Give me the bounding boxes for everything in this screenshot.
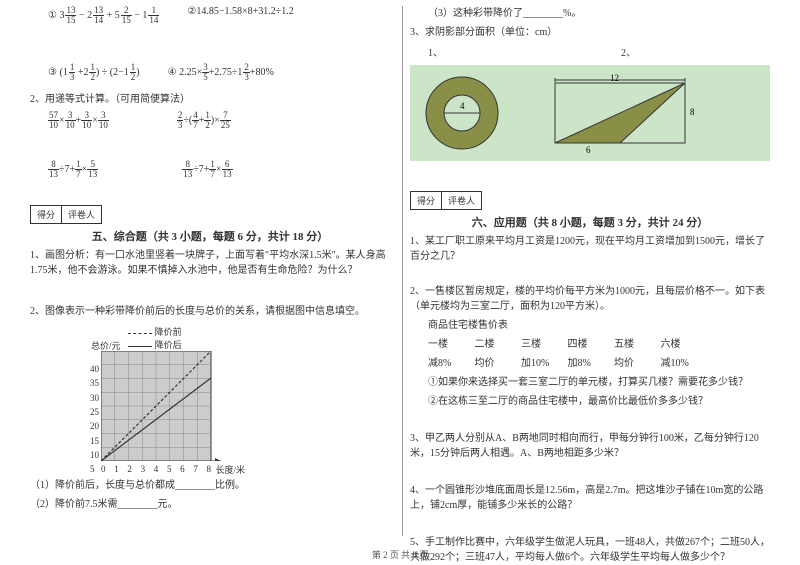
chart-svg <box>101 351 221 461</box>
ylabel: 总价/元 <box>91 339 121 352</box>
th: 一楼 <box>428 337 472 352</box>
ytick: 25 <box>90 407 99 417</box>
circ-2: ② <box>187 6 196 17</box>
score-cell: 得分 <box>411 192 442 209</box>
score-box-right: 得分 评卷人 <box>410 191 482 210</box>
xtick: 7 <box>193 464 198 474</box>
triangle-figure: 12 8 6 <box>550 73 700 153</box>
h-label: 8 <box>690 107 695 117</box>
q1d: ④ 2.25×35+2.75÷123+80% <box>168 63 274 82</box>
xtick: 1 <box>114 464 119 474</box>
xtick: 4 <box>154 464 159 474</box>
xtick: 5 <box>167 464 172 474</box>
q1b-text: 14.85−1.58×8+31.2÷1.2 <box>196 6 293 17</box>
circ-3: ③ <box>48 67 57 78</box>
q1c: ③ (113 +212) ÷ (2−112) <box>30 63 140 82</box>
ytick: 5 <box>90 464 99 474</box>
th: 五楼 <box>614 337 658 352</box>
figures-panel: 4 12 8 6 <box>410 65 770 161</box>
q1a: ① 31315 − 21314 + 5215 − 1114 <box>30 6 159 25</box>
section-5-title: 五、综合题（共 3 小题，每题 6 分，共计 18 分） <box>30 228 390 244</box>
xtick: 0 <box>101 464 106 474</box>
score-cell: 得分 <box>31 206 62 223</box>
fig2-label: 2、 <box>621 44 636 59</box>
ytick: 20 <box>90 421 99 431</box>
a2-q2: ②在这栋三至二厅的商品住宅楼中，最高价比最低价多多少钱？ <box>410 394 770 409</box>
ytick: 10 <box>90 450 99 460</box>
score-box-left: 得分 评卷人 <box>30 205 102 224</box>
p5-1: 1、画图分析：有一口水池里竖着一块牌子，上面写着"平均水深1.5米"。某人身高1… <box>30 248 390 278</box>
xtick: 2 <box>127 464 132 474</box>
th: 二楼 <box>475 337 519 352</box>
page-footer: 第 2 页 共 4 页 <box>0 548 800 561</box>
ytick: 15 <box>90 436 99 446</box>
th: 四楼 <box>568 337 612 352</box>
a2-q1: ①如果你来选择买一套三室二厅的单元楼，打算买几楼？需要花多少钱？ <box>410 375 770 390</box>
q2b: 23÷(47+12)×725 <box>177 111 231 130</box>
top-label: 12 <box>610 73 619 83</box>
td: 加10% <box>521 356 565 371</box>
a1: 1、某工厂职工原来平均月工资是1200元，现在平均月工资增加到1500元，增长了… <box>410 234 770 264</box>
circ-1: ① <box>48 10 57 21</box>
p3-title: 3、求阴影部分面积（单位：cm） <box>410 25 770 40</box>
td: 均价 <box>614 356 658 371</box>
p52-1: （1）降价前后，长度与总价都成________比例。 <box>30 478 390 493</box>
a4: 4、一个圆锥形沙堆底面周长是12.56m，高是2.7m。把这堆沙子铺在10m宽的… <box>410 483 770 513</box>
q2c: 813÷7+17×513 <box>48 160 98 179</box>
a2-intro: 2、一售楼区暂房规定，楼的平均价每平方米为1000元，且每层价格不一。如下表（单… <box>410 284 770 314</box>
td: 加8% <box>568 356 612 371</box>
a2-table-title: 商品住宅楼售价表 <box>410 318 770 333</box>
td: 均价 <box>475 356 519 371</box>
legend-before: 降价前 <box>155 327 182 337</box>
q2a: 5710×310+310×310 <box>48 111 109 130</box>
p5-2-intro: 2、图像表示一种彩带降价前后的长度与总价的关系，请根据图中信息填空。 <box>30 304 390 319</box>
a3: 3、甲乙两人分别从A、B两地同时相向而行，甲每分钟行100米，乙每分钟行120米… <box>410 431 770 461</box>
q2-title: 2、用递等式计算。（可用简便算法） <box>30 92 390 107</box>
reviewer-cell: 评卷人 <box>442 192 481 209</box>
price-chart: 降价前 降价后 5 10 15 20 25 30 35 40 总价/元 <box>90 325 390 474</box>
td: 减10% <box>661 356 705 371</box>
td: 减8% <box>428 356 472 371</box>
q1b: ②14.85−1.58×8+31.2÷1.2 <box>187 6 293 25</box>
left-column: ① 31315 − 21314 + 5215 − 1114 ②14.85−1.5… <box>30 6 390 541</box>
section-6-title: 六、应用题（共 8 小题，每题 3 分，共计 24 分） <box>410 214 770 230</box>
legend-after: 降价后 <box>155 340 182 350</box>
ytick: 40 <box>90 364 99 374</box>
q2d: 813÷7+17×613 <box>182 160 232 179</box>
column-divider <box>402 6 403 536</box>
inner-d-label: 4 <box>460 101 465 111</box>
fig1-label: 1、 <box>428 44 443 59</box>
p52-2: （2）降价前7.5米需________元。 <box>30 497 390 512</box>
ytick: 35 <box>90 378 99 388</box>
p52-3: （3）这种彩带降价了________%。 <box>410 6 770 21</box>
bot-label: 6 <box>586 145 591 153</box>
reviewer-cell: 评卷人 <box>62 206 101 223</box>
legend-dash-icon <box>128 333 152 334</box>
xtick: 6 <box>180 464 185 474</box>
th: 六楼 <box>661 337 705 352</box>
circ-4: ④ <box>168 67 177 78</box>
xtick: 3 <box>141 464 146 474</box>
ytick: 30 <box>90 393 99 403</box>
xlabel: 长度/米 <box>215 463 245 476</box>
xtick: 8 <box>207 464 212 474</box>
a2-heads: 一楼 二楼 三楼 四楼 五楼 六楼 <box>410 337 770 352</box>
ring-figure: 4 <box>420 73 510 153</box>
right-column: （3）这种彩带降价了________%。 3、求阴影部分面积（单位：cm） 1、… <box>410 6 770 541</box>
th: 三楼 <box>521 337 565 352</box>
legend-line-icon <box>128 346 152 347</box>
a2-row: 减8% 均价 加10% 加8% 均价 减10% <box>410 356 770 371</box>
